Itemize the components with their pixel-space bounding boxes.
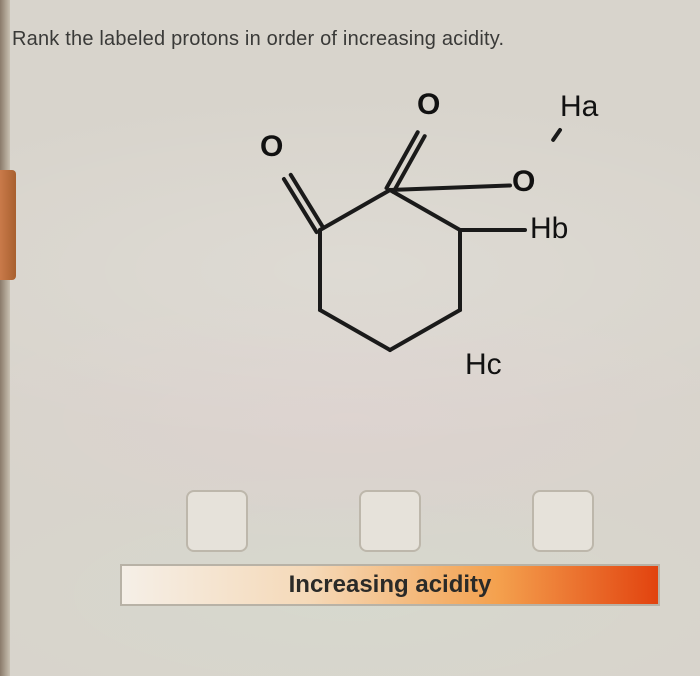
answer-boxes-row — [120, 490, 660, 564]
proton-label-Hc: Hc — [465, 348, 502, 382]
atom-label-O-ketone: O — [260, 130, 283, 164]
acidity-bar-label: Increasing acidity — [289, 571, 492, 599]
answer-slot-2[interactable] — [359, 490, 421, 552]
page-left-edge — [0, 0, 10, 676]
molecule-diagram: O O O Ha Hb Hc — [230, 70, 660, 430]
molecule-svg — [230, 70, 660, 430]
atom-label-O-ester-ether: O — [512, 165, 535, 199]
proton-label-Ha: Ha — [560, 90, 598, 124]
proton-label-Hb: Hb — [530, 212, 568, 246]
atom-label-O-ester-carbonyl: O — [417, 88, 440, 122]
answer-slot-1[interactable] — [186, 490, 248, 552]
answer-slot-3[interactable] — [532, 490, 594, 552]
answer-area: Increasing acidity — [120, 490, 660, 606]
acidity-gradient-bar: Increasing acidity — [120, 564, 660, 606]
side-tab — [0, 170, 16, 280]
page-root: Rank the labeled protons in order of inc… — [0, 0, 700, 676]
instruction-text: Rank the labeled protons in order of inc… — [12, 28, 504, 51]
